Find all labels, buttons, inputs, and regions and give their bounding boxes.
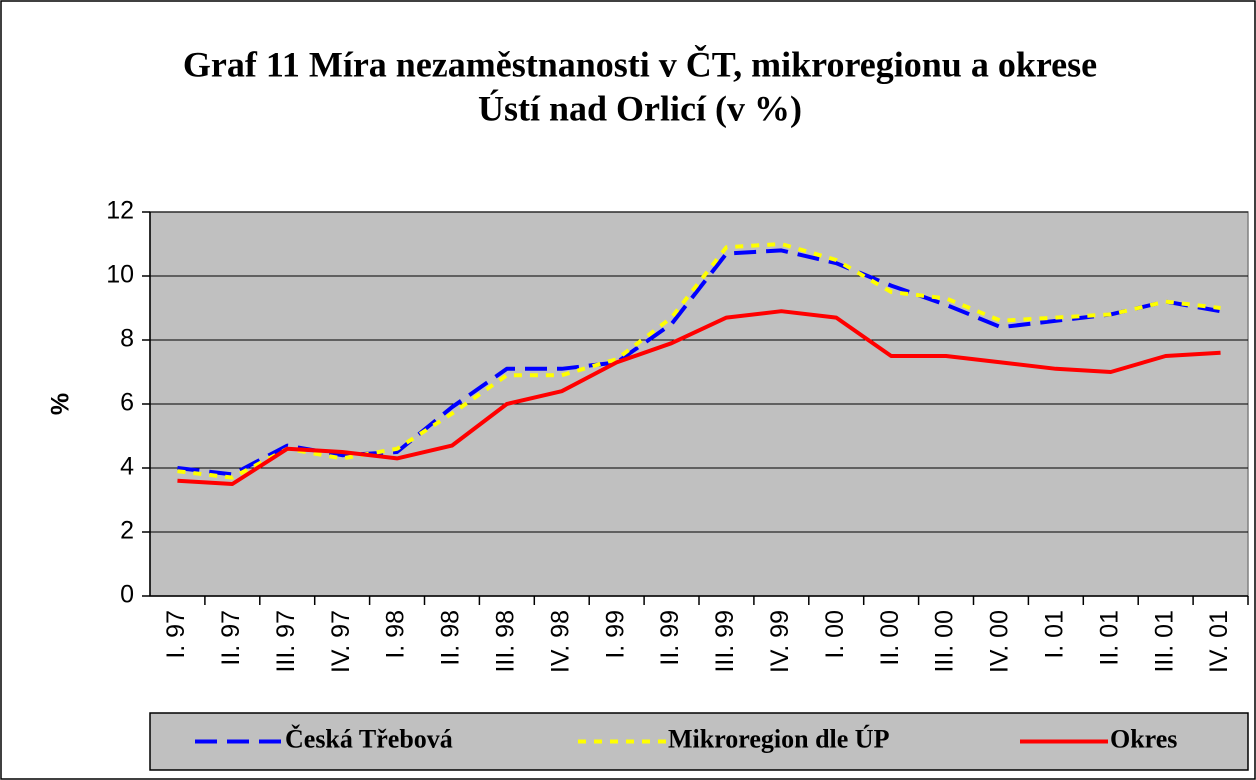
x-tick-label: I. 98 <box>382 610 410 659</box>
x-tick-label: IV. 97 <box>327 610 355 673</box>
y-tick-label: 10 <box>106 261 134 289</box>
series-line <box>177 242 1221 480</box>
x-tick-label: III. 99 <box>711 610 739 673</box>
x-tick-label: III. 00 <box>931 610 959 673</box>
x-tick-label: IV. 01 <box>1205 610 1233 673</box>
x-tick-label: I. 01 <box>1040 610 1068 659</box>
chart-title: Ústí nad Orlicí (v %) <box>478 88 802 128</box>
y-tick-label: 4 <box>120 453 134 481</box>
x-tick-label: I. 00 <box>821 610 849 659</box>
y-tick-label: 6 <box>120 389 134 417</box>
legend-label: Okres <box>1110 724 1177 753</box>
x-tick-label: II. 97 <box>217 610 245 666</box>
legend-label: Česká Třebová <box>285 724 453 753</box>
x-tick-label: IV. 00 <box>986 610 1014 673</box>
x-tick-label: II. 99 <box>656 610 684 666</box>
x-tick-label: IV. 99 <box>766 610 794 673</box>
y-tick-label: 2 <box>120 517 134 545</box>
chart-title: Graf 11 Míra nezaměstnanosti v ČT, mikro… <box>183 44 1097 84</box>
y-axis-label: % <box>47 393 75 415</box>
x-tick-label: III. 98 <box>491 610 519 673</box>
x-tick-label: I. 97 <box>162 610 190 659</box>
x-tick-label: I. 99 <box>601 610 629 659</box>
y-tick-label: 12 <box>106 197 134 225</box>
y-tick-label: 0 <box>120 581 134 609</box>
x-tick-label: IV. 98 <box>546 610 574 673</box>
x-tick-label: II. 00 <box>876 610 904 666</box>
x-tick-label: III. 01 <box>1150 610 1178 673</box>
x-tick-label: II. 01 <box>1095 610 1123 666</box>
series-line <box>177 309 1221 486</box>
series-line <box>177 248 1221 477</box>
x-tick-label: III. 97 <box>272 610 300 673</box>
x-tick-label: II. 98 <box>437 610 465 666</box>
legend-label: Mikroregion dle ÚP <box>668 724 890 753</box>
y-tick-label: 8 <box>120 325 134 353</box>
